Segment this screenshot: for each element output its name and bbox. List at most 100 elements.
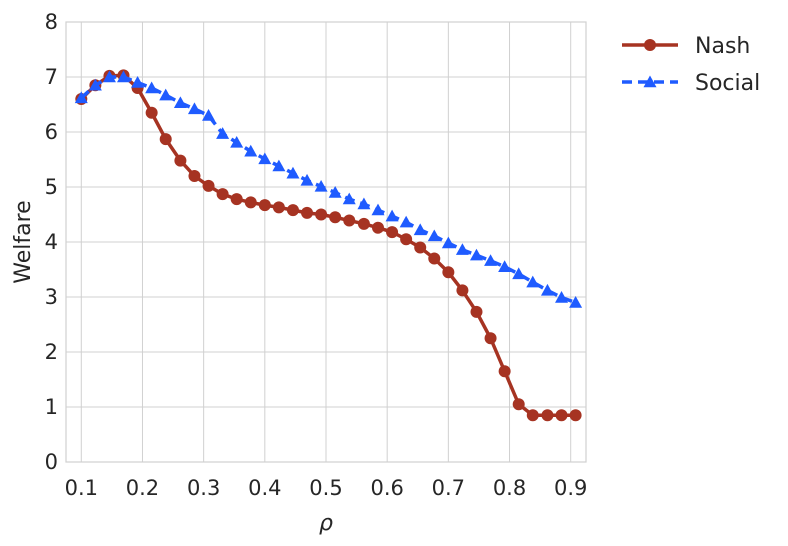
- nash-point: [286, 204, 299, 217]
- x-tick-label: 0.8: [493, 476, 526, 500]
- plot-frame: [65, 21, 587, 463]
- nash-point: [428, 252, 441, 265]
- social-point: [244, 144, 258, 157]
- social-point: [385, 209, 399, 222]
- series-layer: [74, 69, 583, 422]
- social-point: [498, 260, 512, 272]
- x-axis-label: ρ: [319, 511, 333, 536]
- social-point: [159, 88, 173, 101]
- nash-point: [541, 409, 554, 422]
- social-point: [555, 291, 569, 303]
- nash-point: [272, 201, 285, 214]
- legend-label: Social: [695, 71, 760, 96]
- social-point: [272, 159, 286, 172]
- nash-point: [470, 305, 483, 318]
- nash-point: [484, 332, 497, 345]
- social-point: [187, 102, 201, 115]
- nash-point: [442, 266, 455, 279]
- social-point: [314, 179, 328, 192]
- nash-point: [174, 154, 187, 167]
- y-tick-label: 6: [45, 120, 58, 144]
- social-point: [441, 236, 455, 249]
- y-tick-label: 0: [45, 450, 58, 474]
- nash-point: [145, 106, 158, 119]
- nash-point: [329, 211, 342, 224]
- social-point: [569, 296, 583, 308]
- x-tick-label: 0.3: [187, 476, 220, 500]
- social-point: [173, 96, 187, 109]
- y-tick-label: 7: [45, 65, 58, 89]
- social-point: [526, 275, 540, 288]
- nash-point: [372, 221, 384, 234]
- social-point: [342, 192, 356, 205]
- y-tick-label: 5: [45, 175, 58, 199]
- nash-point: [386, 226, 399, 239]
- social-point: [74, 91, 88, 104]
- nash-point: [456, 284, 469, 297]
- social-point: [540, 283, 554, 296]
- social-point: [230, 135, 244, 148]
- nash-point: [498, 365, 511, 378]
- nash-point: [400, 233, 413, 246]
- legend-label: Nash: [695, 34, 750, 59]
- social-point: [131, 76, 145, 88]
- social-point: [328, 186, 342, 198]
- legend-marker: [644, 39, 656, 51]
- nash-point: [343, 214, 356, 227]
- social-point: [216, 127, 230, 139]
- social-point: [413, 223, 427, 236]
- y-tick-labels: 0 1 2 3 4 5 6 7 8: [45, 10, 58, 474]
- y-tick-label: 8: [45, 10, 58, 34]
- x-tick-label: 0.9: [554, 476, 587, 500]
- y-tick-label: 3: [45, 285, 58, 309]
- social-point: [469, 248, 483, 261]
- nash-point: [188, 170, 201, 182]
- y-tick-label: 4: [45, 230, 58, 254]
- legend-item-nash: Nash: [622, 34, 750, 59]
- x-tick-label: 0.5: [309, 476, 342, 500]
- social-point: [286, 166, 300, 179]
- social-point: [427, 229, 441, 242]
- social-point: [484, 254, 498, 266]
- nash-point: [202, 179, 215, 192]
- social-point: [258, 152, 272, 165]
- nash-point: [512, 398, 525, 411]
- x-tick-label: 0.1: [65, 476, 98, 500]
- nash-point: [526, 409, 539, 422]
- x-tick-label: 0.6: [370, 476, 403, 500]
- y-axis-label: Welfare: [11, 200, 36, 283]
- social-point: [202, 109, 216, 121]
- nash-point: [555, 409, 568, 422]
- series-social: [74, 70, 583, 308]
- nash-point: [216, 188, 229, 201]
- nash-point: [315, 208, 328, 221]
- x-tick-label: 0.2: [126, 476, 159, 500]
- nash-point: [414, 241, 427, 254]
- x-tick-label: 0.4: [248, 476, 281, 500]
- nash-point: [230, 193, 243, 206]
- nash-point: [357, 217, 370, 230]
- y-tick-label: 1: [45, 395, 58, 419]
- legend-marker: [643, 75, 657, 88]
- legend: Nash Social: [622, 34, 760, 96]
- social-point: [145, 81, 159, 94]
- social-point: [455, 243, 469, 255]
- social-point: [399, 215, 413, 228]
- legend-item-social: Social: [622, 71, 760, 96]
- social-point: [300, 173, 314, 186]
- nash-point: [244, 196, 257, 209]
- social-point: [102, 70, 116, 83]
- social-point: [512, 267, 526, 280]
- social-point: [357, 197, 371, 210]
- social-point: [371, 203, 385, 216]
- social-point: [117, 70, 131, 83]
- nash-point: [258, 199, 271, 212]
- y-tick-label: 2: [45, 340, 58, 364]
- social-point: [88, 78, 102, 91]
- nash-point: [159, 133, 172, 146]
- x-tick-labels: 0.1 0.2 0.3 0.4 0.5 0.6 0.7 0.8 0.9: [65, 476, 588, 500]
- x-tick-label: 0.7: [432, 476, 465, 500]
- nash-point: [569, 409, 582, 422]
- nash-point: [301, 206, 314, 219]
